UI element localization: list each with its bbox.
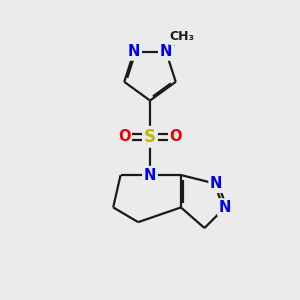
Text: O: O bbox=[118, 129, 130, 144]
Text: N: N bbox=[128, 44, 140, 59]
Text: S: S bbox=[144, 128, 156, 146]
Text: N: N bbox=[160, 44, 172, 59]
Text: N: N bbox=[219, 200, 231, 215]
Text: O: O bbox=[170, 129, 182, 144]
Text: N: N bbox=[210, 176, 222, 191]
Text: CH₃: CH₃ bbox=[169, 30, 195, 43]
Text: N: N bbox=[144, 167, 156, 182]
